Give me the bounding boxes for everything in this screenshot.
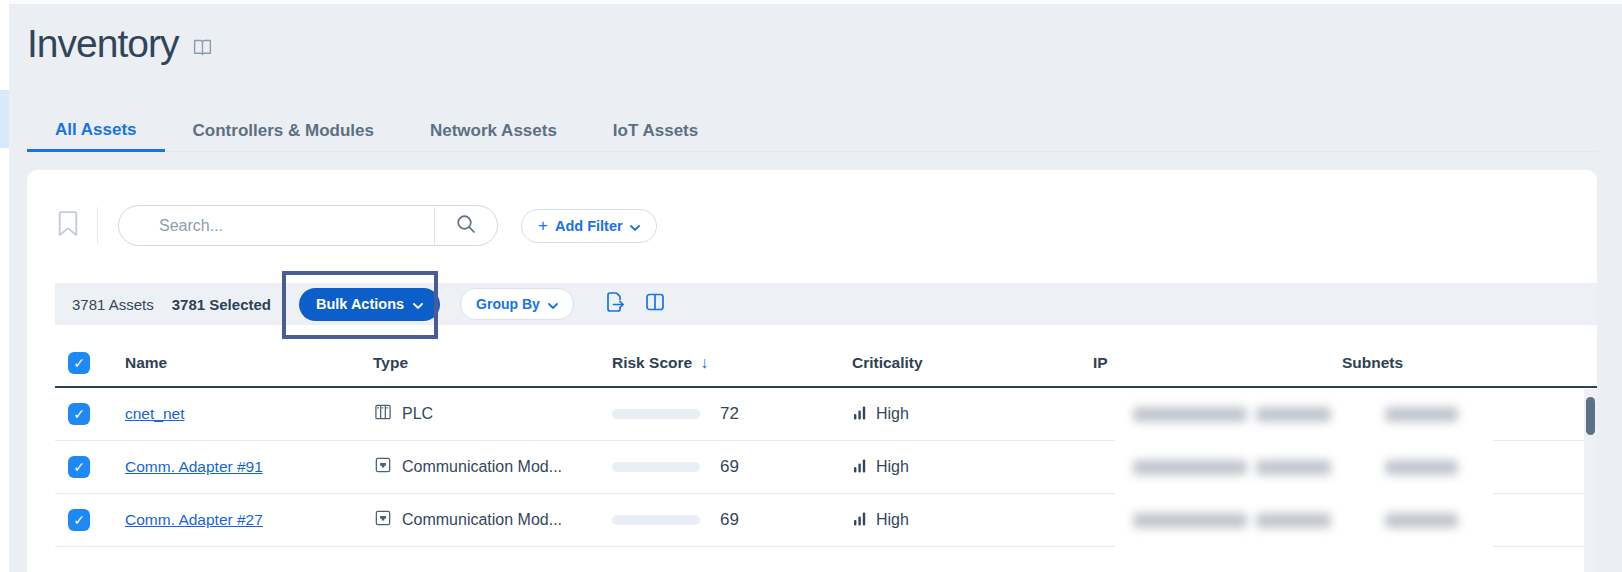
asset-name-link[interactable]: Comm. Adapter #91: [125, 458, 263, 476]
group-by-label: Group By: [476, 296, 540, 312]
search-bar: [118, 205, 498, 246]
page-header: Inventory: [27, 22, 213, 66]
sort-desc-icon[interactable]: ↓: [700, 354, 708, 372]
tab-all-assets[interactable]: All Assets: [27, 110, 165, 152]
search-icon: [455, 213, 477, 239]
tabs-bar: All Assets Controllers & Modules Network…: [27, 110, 726, 152]
tab-network-assets[interactable]: Network Assets: [402, 110, 585, 152]
add-filter-label: Add Filter: [555, 218, 623, 234]
redacted-subnet-value: [1385, 460, 1458, 475]
export-icon: [603, 290, 627, 318]
group-by-button[interactable]: Group By: [460, 288, 574, 320]
criticality-bars-icon: [853, 458, 867, 477]
column-header-ip[interactable]: IP: [1093, 340, 1108, 386]
chevron-down-icon: [413, 296, 423, 312]
inventory-page: Inventory All Assets Controllers & Modul…: [0, 0, 1622, 572]
criticality-bars-icon: [853, 405, 867, 424]
check-icon: ✓: [73, 460, 85, 474]
risk-score-value: 69: [720, 457, 739, 477]
table-toolbar: 3781 Assets 3781 Selected Bulk Actions G…: [55, 283, 1597, 325]
redacted-ip-subnets-overlay: [1115, 390, 1493, 572]
redacted-ip-value: [1256, 407, 1331, 422]
selected-count: 3781 Selected: [172, 296, 271, 313]
search-input[interactable]: [119, 216, 434, 236]
columns-button[interactable]: [642, 291, 668, 317]
export-button[interactable]: [602, 291, 628, 317]
bulk-actions-label: Bulk Actions: [316, 296, 404, 312]
left-nav-accent: [0, 90, 9, 148]
row-checkbox[interactable]: ✓: [68, 403, 90, 425]
column-header-risk-score[interactable]: Risk Score ↓: [612, 340, 708, 386]
left-strip: [0, 0, 9, 572]
divider: [285, 291, 286, 317]
asset-type: Communication Mod...: [402, 458, 562, 476]
select-all-checkbox[interactable]: ✓: [68, 340, 90, 386]
search-button[interactable]: [435, 206, 497, 245]
plc-icon: [373, 402, 393, 426]
check-icon: ✓: [73, 407, 85, 421]
saved-filters-bookmark-icon[interactable]: [56, 210, 80, 241]
tab-controllers-modules[interactable]: Controllers & Modules: [165, 110, 402, 152]
divider: [97, 207, 98, 244]
assets-count: 3781 Assets: [72, 296, 154, 313]
redacted-ip-value: [1256, 460, 1331, 475]
chevron-down-icon: [630, 218, 640, 234]
risk-score-value: 69: [720, 510, 739, 530]
column-header-subnets[interactable]: Subnets: [1342, 340, 1403, 386]
row-checkbox[interactable]: ✓: [68, 456, 90, 478]
plus-icon: +: [538, 216, 548, 236]
columns-icon: [643, 290, 667, 318]
criticality-value: High: [876, 458, 909, 476]
risk-score-bar: [612, 462, 700, 472]
asset-type: Communication Mod...: [402, 511, 562, 529]
communication-module-icon: [373, 508, 393, 532]
asset-name-link[interactable]: cnet_net: [125, 405, 184, 423]
redacted-ip-value: [1133, 513, 1247, 528]
docs-book-icon[interactable]: [192, 28, 213, 61]
add-filter-button[interactable]: + Add Filter: [521, 209, 657, 243]
page-title: Inventory: [27, 22, 178, 66]
communication-module-icon: [373, 455, 393, 479]
risk-score-value: 72: [720, 404, 739, 424]
table-header: ✓ Name Type Risk Score ↓ Criticality IP …: [55, 340, 1597, 388]
top-strip: [0, 0, 1622, 4]
chevron-down-icon: [548, 296, 558, 312]
asset-type: PLC: [402, 405, 433, 423]
column-header-type[interactable]: Type: [373, 340, 408, 386]
scrollbar-thumb[interactable]: [1586, 397, 1595, 435]
risk-score-bar: [612, 515, 700, 525]
tab-iot-assets[interactable]: IoT Assets: [585, 110, 726, 152]
column-header-criticality[interactable]: Criticality: [852, 340, 923, 386]
criticality-bars-icon: [853, 511, 867, 530]
bulk-actions-button[interactable]: Bulk Actions: [299, 288, 440, 321]
check-icon: ✓: [73, 356, 85, 370]
column-header-name[interactable]: Name: [125, 340, 167, 386]
asset-name-link[interactable]: Comm. Adapter #27: [125, 511, 263, 529]
row-checkbox[interactable]: ✓: [68, 509, 90, 531]
check-icon: ✓: [73, 513, 85, 527]
redacted-subnet-value: [1385, 407, 1458, 422]
redacted-ip-value: [1256, 513, 1331, 528]
risk-score-bar: [612, 409, 700, 419]
criticality-value: High: [876, 405, 909, 423]
table-scrollbar[interactable]: [1584, 389, 1597, 572]
criticality-value: High: [876, 511, 909, 529]
redacted-subnet-value: [1385, 513, 1458, 528]
redacted-ip-value: [1133, 407, 1247, 422]
redacted-ip-value: [1133, 460, 1247, 475]
